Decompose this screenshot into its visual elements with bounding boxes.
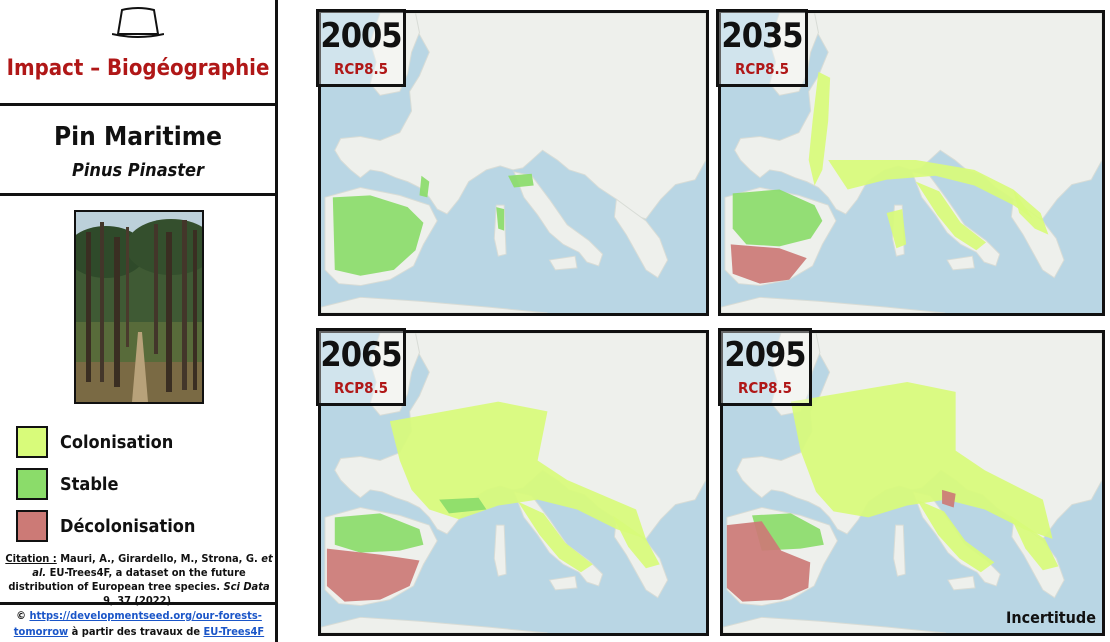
source-link[interactable]: EU-Trees4F bbox=[203, 625, 265, 638]
stable-area bbox=[332, 195, 424, 276]
map-canvas bbox=[321, 13, 706, 313]
map-2035[interactable] bbox=[718, 10, 1105, 316]
map-canvas bbox=[321, 333, 706, 633]
land-area bbox=[548, 255, 578, 271]
credits-middle: à partir des travaux de bbox=[71, 625, 201, 638]
legend-label-stable: Stable bbox=[60, 474, 119, 495]
colonisation-area bbox=[828, 160, 1033, 219]
colonisation-area bbox=[1009, 515, 1059, 571]
stable-area bbox=[732, 189, 823, 247]
citation-authors: Mauri, A., Girardello, M., Strona, G. bbox=[60, 552, 258, 565]
copyright-symbol: © bbox=[16, 609, 26, 622]
map-2005[interactable] bbox=[318, 10, 709, 316]
year-label: 2005 bbox=[320, 16, 402, 56]
land-area bbox=[947, 575, 976, 591]
legend-swatch-decolonisation bbox=[16, 510, 48, 542]
species-common-name: Pin Maritime bbox=[54, 122, 222, 152]
citation-ref: 9, 37 (2022). bbox=[103, 594, 175, 607]
colonisation-area bbox=[886, 209, 907, 249]
stable-area bbox=[419, 175, 430, 198]
map-canvas bbox=[721, 13, 1102, 313]
divider bbox=[0, 602, 276, 605]
colonisation-area bbox=[915, 181, 987, 251]
year-label: 2035 bbox=[721, 16, 803, 56]
land-area bbox=[369, 13, 420, 96]
decolonisation-area bbox=[730, 244, 807, 284]
stable-area bbox=[334, 513, 424, 553]
stable-area bbox=[439, 497, 487, 514]
land-area bbox=[321, 296, 548, 313]
year-label: 2065 bbox=[320, 335, 402, 375]
stable-area bbox=[496, 207, 505, 231]
land-area bbox=[548, 575, 578, 591]
citation-etal: et al. bbox=[32, 552, 273, 579]
map-2065[interactable] bbox=[318, 330, 709, 636]
legend-swatch-stable bbox=[16, 468, 48, 500]
legend-label-colonisation: Colonisation bbox=[60, 432, 174, 453]
sidebar: Impact – Biogéographie Pin Maritime Pinu… bbox=[0, 0, 278, 642]
colonisation-area bbox=[790, 382, 1053, 539]
land-area bbox=[1010, 198, 1065, 279]
decolonisation-area bbox=[726, 521, 811, 602]
land-area bbox=[893, 524, 906, 577]
credits: © https://developmentseed.org/our-forest… bbox=[4, 608, 274, 640]
land-area bbox=[321, 616, 548, 633]
project-link[interactable]: https://developmentseed.org/our-forests-… bbox=[13, 609, 262, 638]
map-canvas bbox=[723, 333, 1102, 633]
year-box-2065: 2065 RCP8.5 bbox=[316, 328, 406, 406]
scenario-label: RCP8.5 bbox=[333, 379, 389, 397]
year-box-2005: 2005 RCP8.5 bbox=[316, 9, 406, 87]
legend-label-decolonisation: Décolonisation bbox=[60, 516, 196, 537]
citation-journal: Sci Data bbox=[223, 580, 270, 593]
legend-swatch-colonisation bbox=[16, 426, 48, 458]
decolonisation-area bbox=[326, 548, 420, 602]
land-area bbox=[513, 171, 604, 267]
colonisation-area bbox=[808, 71, 831, 186]
hat-icon bbox=[112, 7, 164, 38]
divider bbox=[0, 193, 276, 196]
scenario-label: RCP8.5 bbox=[734, 60, 790, 78]
year-label: 2095 bbox=[724, 335, 806, 375]
decolonisation-area bbox=[942, 489, 956, 508]
scenario-label: RCP8.5 bbox=[737, 379, 793, 397]
forest-photo bbox=[74, 210, 204, 404]
land-area bbox=[946, 255, 975, 271]
land-area bbox=[721, 296, 946, 313]
land-area bbox=[493, 524, 507, 577]
species-latin-name: Pinus Pinaster bbox=[72, 160, 204, 181]
land-area bbox=[369, 333, 420, 416]
land-area bbox=[613, 198, 669, 279]
colonisation-area bbox=[916, 499, 995, 573]
citation-title: EU-Trees4F, a dataset on the future dist… bbox=[8, 566, 246, 593]
year-box-2095: 2095 RCP8.5 bbox=[718, 328, 812, 406]
citation-prefix: Citation : bbox=[5, 552, 57, 565]
citation: Citation : Mauri, A., Girardello, M., St… bbox=[4, 552, 274, 608]
colonisation-area bbox=[517, 501, 593, 573]
colonisation-area bbox=[1013, 189, 1049, 235]
year-box-2035: 2035 RCP8.5 bbox=[716, 9, 808, 87]
uncertainty-label: Incertitude bbox=[1005, 608, 1096, 627]
map-2095[interactable]: Incertitude bbox=[720, 330, 1105, 636]
divider bbox=[0, 103, 276, 106]
app-title: Impact – Biogéographie bbox=[6, 56, 270, 81]
colonisation-area bbox=[612, 515, 660, 569]
stable-area bbox=[508, 173, 534, 188]
scenario-label: RCP8.5 bbox=[333, 60, 389, 78]
land-area bbox=[723, 616, 946, 633]
